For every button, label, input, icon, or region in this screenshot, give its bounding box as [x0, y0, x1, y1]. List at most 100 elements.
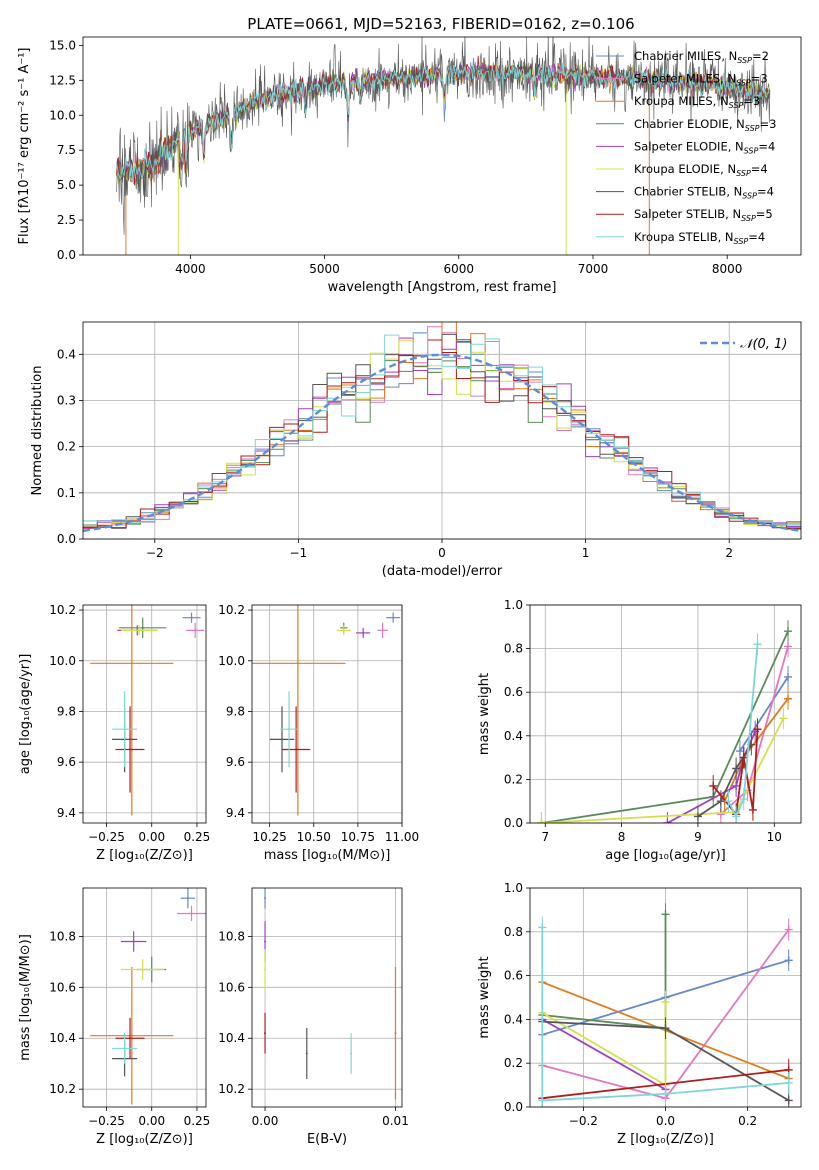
y-tick-label: 0.0 [57, 532, 76, 546]
axes-frame [82, 604, 207, 824]
x-tick-label: 0.00 [252, 1114, 279, 1128]
y-tick-label: 9.6 [226, 755, 245, 769]
legend-label: Salpeter STELIB, NSSP=5 [634, 207, 773, 223]
data-point-kroupa-miles [130, 662, 133, 665]
x-tick-label: 10.25 [252, 830, 286, 844]
legend: Chabrier MILES, NSSP=2 Salpeter MILES, NS… [596, 49, 776, 246]
data-point-salpeter-stelib [264, 1032, 267, 1035]
y-tick-label: 10.6 [218, 980, 245, 994]
x-tick-label: 0.00 [138, 830, 165, 844]
x-tick-label: 0.25 [184, 1114, 211, 1128]
data-point-kroupa-miles [130, 1034, 133, 1037]
y-tick-label: 10.0 [49, 654, 76, 668]
axes-frame [251, 887, 403, 1108]
data-point-salpeter-miles [194, 629, 197, 632]
x-tick-label: 0.0 [656, 1114, 675, 1128]
histogram-kroupa-stelib [83, 332, 801, 526]
axes-frame [251, 604, 403, 824]
y-tick-label: 9.8 [57, 704, 76, 718]
y-tick-label: 0.1 [57, 486, 76, 500]
series-line-salpeter-elodie [666, 731, 757, 823]
series-line-chabrier-miles [739, 676, 789, 752]
x-axis-label: E(B-V) [307, 1132, 347, 1147]
data-point-kroupa-elodie [141, 968, 144, 971]
x-axis-label: Z [log₁₀(Z/Z⊙)] [96, 1132, 193, 1147]
x-tick-label: 10.75 [341, 830, 375, 844]
plot-area [264, 888, 397, 1100]
data-point-salpeter-stelib [129, 1037, 132, 1040]
data-point-kroupa-stelib [350, 1052, 353, 1055]
plot-area [83, 322, 801, 533]
y-tick-label: 10.4 [49, 1031, 76, 1045]
data-point-salpeter-elodie [362, 631, 365, 634]
series-line-salpeter-elodie [541, 1018, 666, 1091]
panel-weight-age: 7 8 9 10 0.0 0.2 0.4 0.6 0.8 1.0 age [log₁₀(age/yr… [477, 598, 802, 863]
y-tick-label: 10.0 [49, 108, 76, 122]
data-point-salpeter-stelib [129, 748, 132, 751]
y-tick-label: 0.2 [504, 772, 523, 786]
x-tick-label: 8000 [712, 262, 743, 276]
data-point-chabrier-stelib [281, 738, 283, 741]
normal-reference-curve [83, 353, 801, 533]
y-tick-label: 10.2 [218, 1082, 245, 1096]
panel-weight-Z: −0.2 0.0 0.2 0.0 0.2 0.4 0.6 0.8 1.0 Z [log₁₀(Z/Z… [477, 881, 802, 1147]
y-axis-label: mass weight [477, 956, 492, 1038]
x-tick-label: 0.2 [738, 1114, 757, 1128]
x-tick-label: 9 [694, 830, 702, 844]
y-axis-label: age [log₁₀(age/yr)] [18, 654, 33, 775]
data-point-kroupa-miles [394, 1032, 397, 1035]
y-axis-label: mass [log₁₀(M/M⊙)] [18, 934, 33, 1061]
y-tick-label: 9.6 [57, 755, 76, 769]
y-tick-label: 1.0 [504, 598, 523, 612]
data-point-salpeter-elodie [264, 940, 267, 943]
axes-frame [82, 887, 207, 1108]
x-tick-label: 6000 [444, 262, 475, 276]
y-tick-label: 0.4 [504, 1012, 523, 1026]
y-tick-label: 9.8 [226, 704, 245, 718]
x-tick-label: −0.25 [88, 830, 125, 844]
x-tick-label: 1 [582, 546, 590, 560]
y-tick-label: 10.2 [49, 603, 76, 617]
data-point-kroupa-elodie [138, 629, 141, 632]
data-point-chabrier-miles [392, 616, 395, 619]
series-line-kroupa-stelib [541, 927, 789, 1102]
histogram-salpeter-stelib [83, 339, 801, 529]
x-tick-label: −1 [290, 546, 308, 560]
x-tick-label: 0.01 [382, 1114, 409, 1128]
data-point-kroupa-elodie [342, 629, 345, 632]
x-tick-label: 0 [438, 546, 446, 560]
y-tick-label: 10.6 [49, 980, 76, 994]
x-tick-label: 10.50 [297, 830, 331, 844]
axes-frame [529, 887, 802, 1108]
x-axis-label: age [log₁₀(age/yr)] [605, 848, 726, 863]
y-tick-label: 1.0 [504, 881, 523, 895]
y-tick-label: 0.3 [57, 393, 76, 407]
axes-frame [82, 321, 802, 540]
x-tick-label: 10 [767, 830, 782, 844]
panel-mass-Z: −0.25 0.00 0.25 10.2 10.4 10.6 10.8 Z [log₁₀(Z/… [18, 887, 211, 1147]
panel-age-Z: −0.25 0.00 0.25 9.4 9.6 9.8 10.0 10.2 Z [log₁₀(Z… [18, 603, 211, 863]
y-axis-label: mass weight [477, 673, 492, 755]
x-tick-label: 0.25 [184, 830, 211, 844]
legend-label: Kroupa ELODIE, NSSP=4 [634, 162, 768, 178]
plot-area [538, 903, 793, 1107]
x-tick-label: −2 [146, 546, 164, 560]
x-tick-label: 2 [725, 546, 733, 560]
series-line-kroupa-stelib [727, 644, 759, 819]
data-point-salpeter-stelib [295, 748, 298, 751]
y-tick-label: 0.0 [57, 248, 76, 262]
data-point-salpeter-elodie [132, 940, 135, 943]
plot-area [116, 37, 771, 255]
y-tick-label: 10.4 [218, 1031, 245, 1045]
panel-residuals: −2 −1 0 1 2 0.0 0.1 0.2 0.3 0.4 (data-model)/error… [30, 321, 802, 579]
y-tick-label: 10.2 [218, 603, 245, 617]
y-tick-label: 0.4 [504, 729, 523, 743]
x-axis-label: (data-model)/error [382, 564, 503, 579]
data-point-kroupa-stelib [123, 1047, 126, 1050]
legend-label: Kroupa STELIB, NSSP=4 [634, 230, 765, 246]
spectrum-line-chabrier-stelib [116, 37, 771, 235]
data-point-chabrier-miles [186, 897, 189, 900]
x-tick-label: −0.2 [569, 1114, 598, 1128]
y-tick-label: 0.8 [504, 925, 523, 939]
